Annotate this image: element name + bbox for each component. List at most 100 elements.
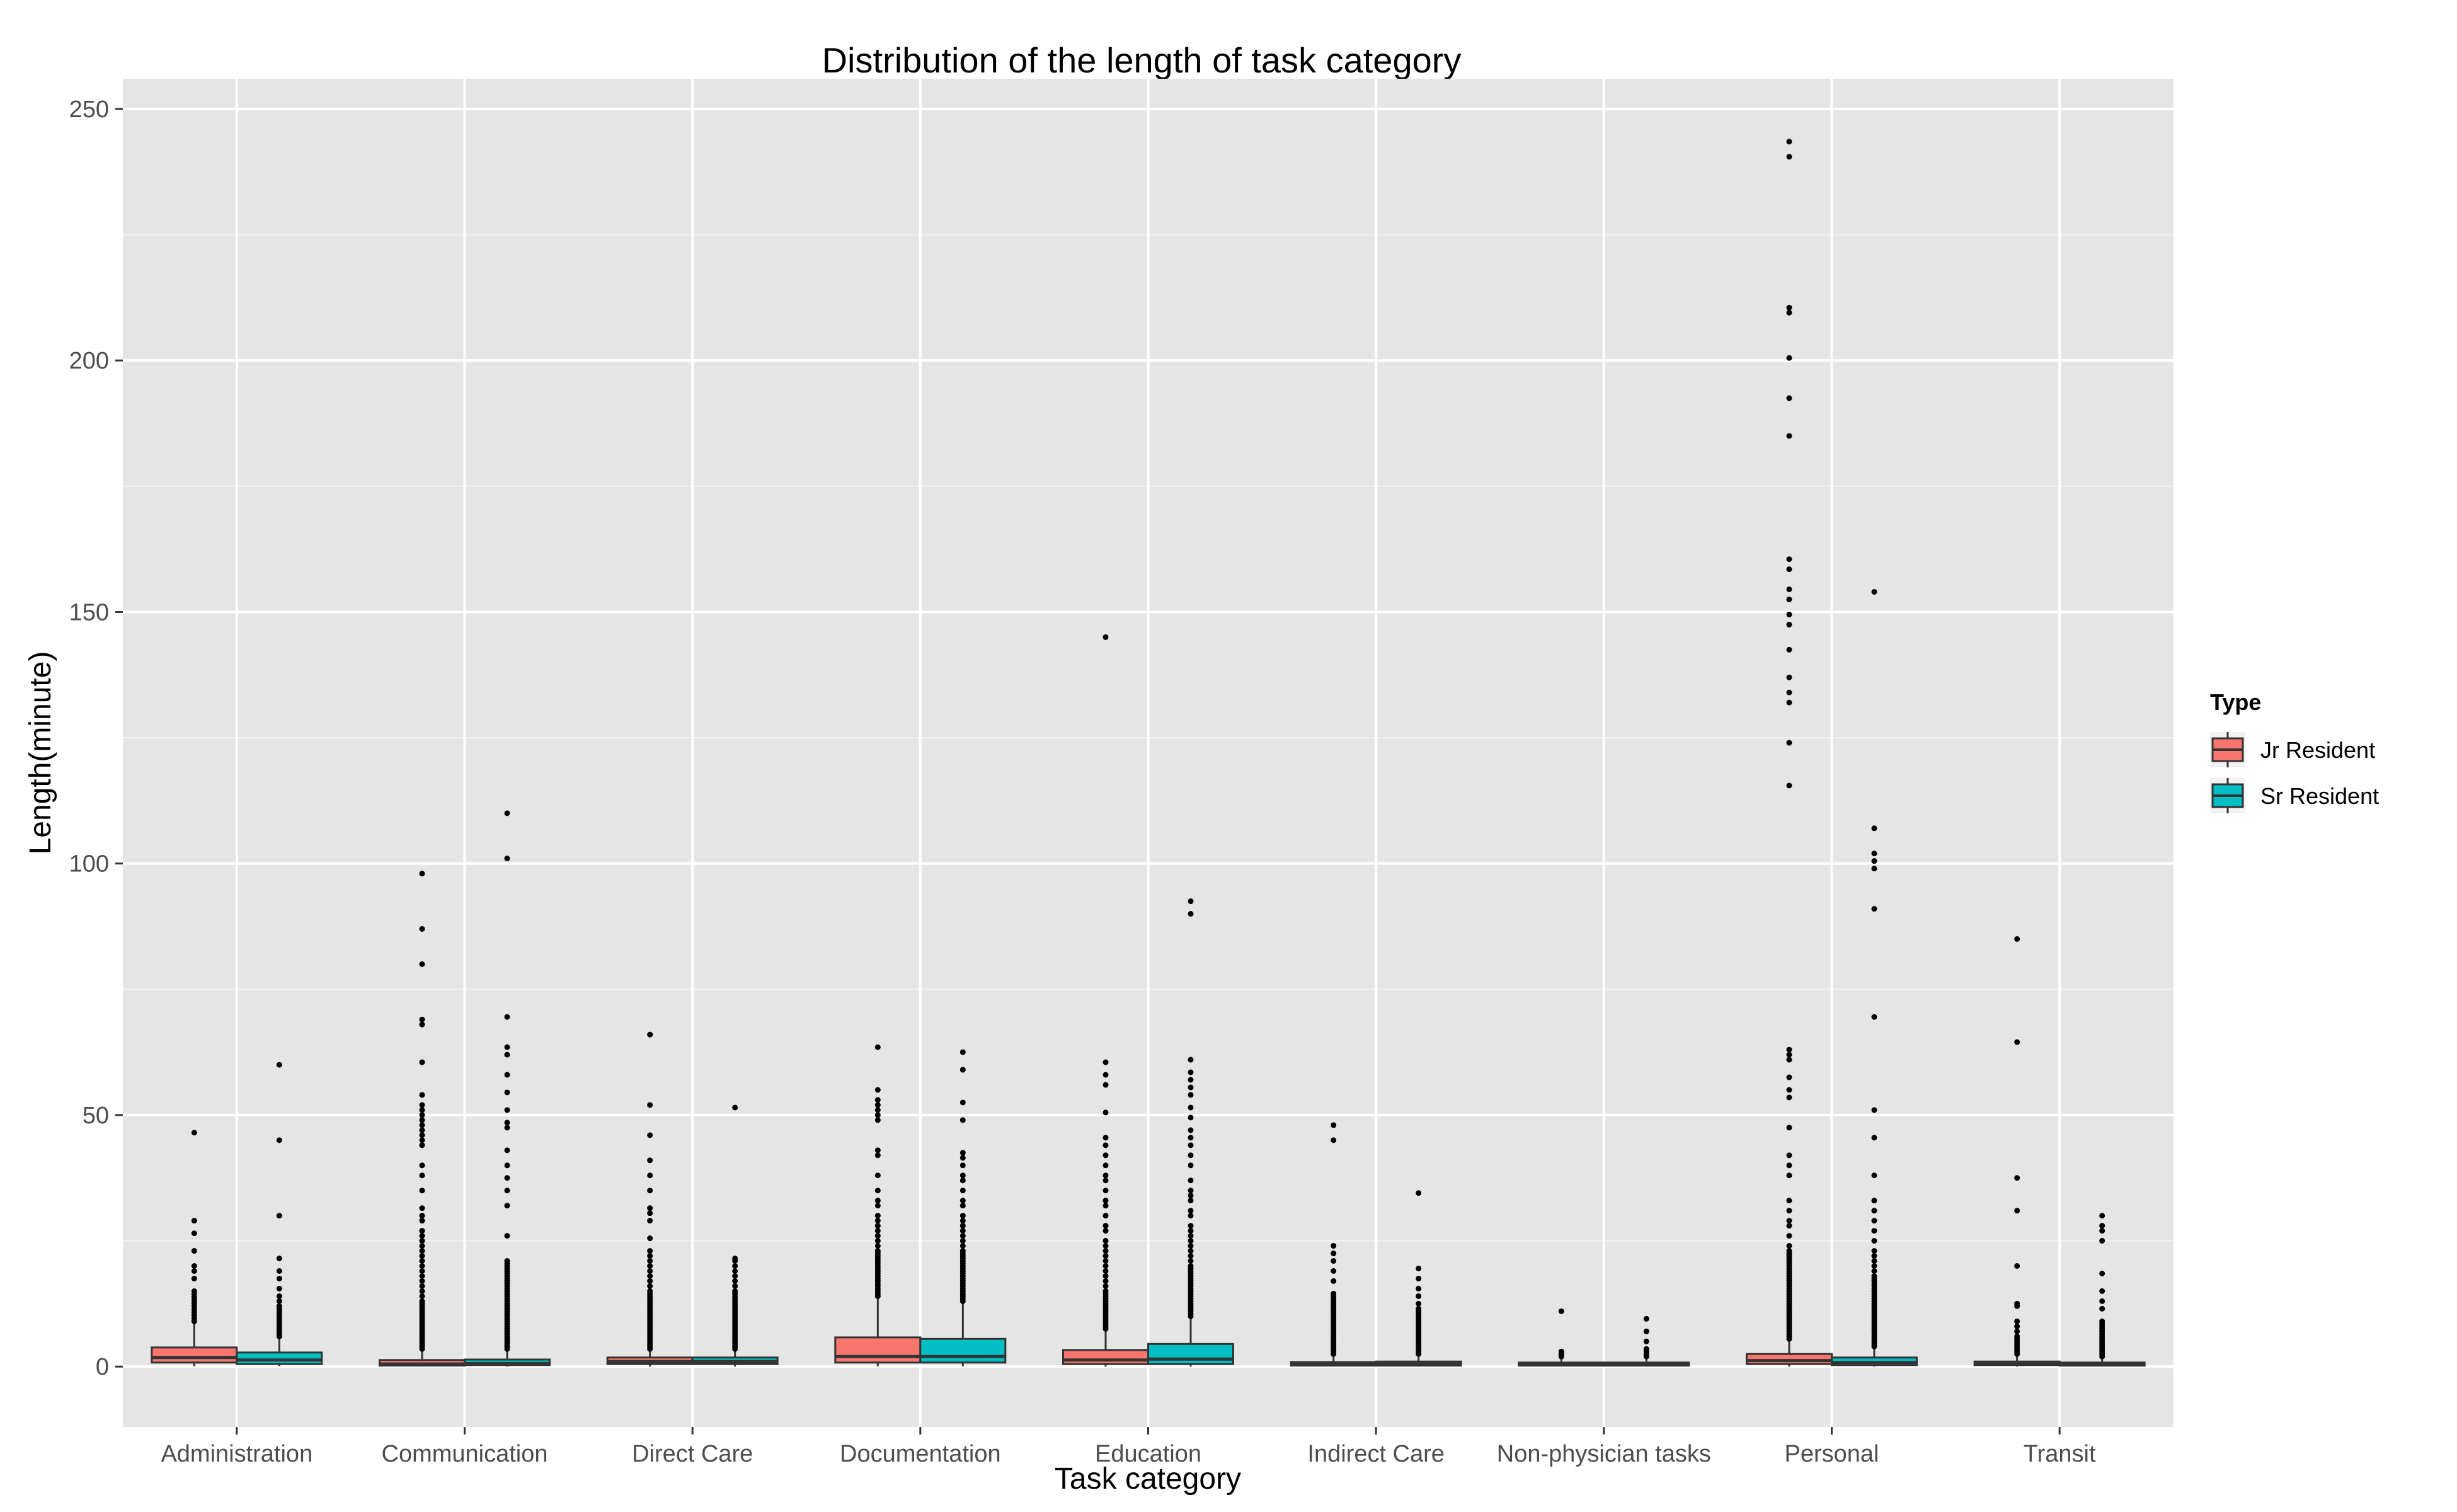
- outlier-point: [2099, 1288, 2105, 1294]
- outlier-point: [1102, 1213, 1109, 1219]
- outlier-point: [419, 1288, 425, 1294]
- outlier-point: [504, 1120, 510, 1126]
- outlier-point: [1643, 1338, 1649, 1344]
- outlier-point: [419, 1257, 425, 1264]
- outlier-point: [1558, 1308, 1564, 1314]
- outlier-point: [2099, 1298, 2105, 1304]
- outlier-point: [191, 1268, 197, 1274]
- outlier-point: [2099, 1270, 2105, 1276]
- box-group: [2058, 1213, 2146, 1367]
- legend: Type Jr Resident Sr Resident: [2210, 689, 2379, 813]
- outlier-point: [874, 1228, 881, 1234]
- legend-label: Jr Resident: [2260, 737, 2375, 763]
- outlier-point: [959, 1238, 966, 1244]
- outlier-point: [504, 1072, 510, 1078]
- outlier-point: [1102, 1109, 1109, 1116]
- box-body: [1062, 1349, 1149, 1365]
- outlier-point: [959, 1177, 966, 1184]
- outlier-point: [1558, 1348, 1564, 1354]
- outlier-point: [1188, 898, 1194, 905]
- outlier-point: [191, 1288, 197, 1294]
- outlier-point: [276, 1298, 282, 1304]
- outlier-point: [1188, 1152, 1194, 1159]
- outlier-point: [1416, 1265, 1422, 1271]
- outlier-point: [874, 1087, 881, 1093]
- outlier-point: [504, 1147, 510, 1154]
- outlier-point: [1102, 1248, 1109, 1254]
- outlier-point: [1871, 1253, 1877, 1259]
- box-group: [1603, 1315, 1690, 1367]
- outlier-point: [1786, 740, 1792, 746]
- outlier-point: [419, 1059, 425, 1065]
- outlier-point: [874, 1112, 881, 1118]
- outlier-point: [1188, 1114, 1194, 1121]
- outlier-point: [1786, 1162, 1792, 1169]
- outlier-point: [419, 1268, 425, 1274]
- outlier-point: [419, 1283, 425, 1289]
- y-tick-label: 50: [83, 1102, 109, 1129]
- box-group: [1062, 634, 1149, 1367]
- outlier-point: [959, 1172, 966, 1179]
- y-tick-label: 200: [69, 348, 109, 374]
- outlier-point: [1102, 1263, 1109, 1269]
- box-body: [236, 1351, 323, 1365]
- box-group: [919, 1049, 1007, 1366]
- outlier-point: [191, 1263, 197, 1269]
- outlier-point: [647, 1263, 653, 1269]
- outlier-point: [1786, 309, 1792, 316]
- box-group: [1831, 588, 1918, 1367]
- outlier-point: [647, 1172, 653, 1179]
- outlier-point: [2099, 1213, 2105, 1219]
- outlier-point: [504, 1125, 510, 1131]
- x-tick-label: Personal: [1785, 1441, 1879, 1467]
- outlier-point: [1871, 1208, 1877, 1214]
- outlier-point: [1188, 1208, 1194, 1214]
- outlier-point: [1188, 1248, 1194, 1254]
- outlier-point: [2099, 1228, 2105, 1234]
- outlier-point: [874, 1117, 881, 1123]
- outlier-point: [1786, 1074, 1792, 1080]
- outlier-point: [1188, 1084, 1194, 1091]
- outlier-point: [1188, 1243, 1194, 1249]
- outlier-point: [1786, 596, 1792, 602]
- outlier-point: [1786, 395, 1792, 401]
- outlier-point: [874, 1223, 881, 1229]
- outlier-point: [647, 1248, 653, 1254]
- outlier-point: [419, 1278, 425, 1284]
- outlier-point: [1786, 674, 1792, 680]
- outlier-point: [419, 1117, 425, 1123]
- outlier-point: [647, 1157, 653, 1164]
- outlier-point: [2014, 1300, 2020, 1307]
- outlier-point: [1331, 1251, 1337, 1257]
- outlier-point: [504, 1175, 510, 1181]
- outlier-point: [419, 1137, 425, 1143]
- y-tick-label: 100: [69, 851, 109, 878]
- box-group: [464, 810, 551, 1367]
- outlier-point: [647, 1188, 653, 1194]
- outlier-point: [419, 1293, 425, 1299]
- outlier-point: [732, 1256, 738, 1261]
- outlier-point: [874, 1248, 881, 1254]
- outlier-point: [1786, 1051, 1792, 1058]
- outlier-point: [419, 1228, 425, 1234]
- outlier-point: [1331, 1122, 1337, 1128]
- x-tick-label: Administration: [161, 1441, 312, 1467]
- outlier-point: [1102, 1238, 1109, 1244]
- outlier-point: [1102, 1253, 1109, 1259]
- outlier-point: [419, 925, 425, 932]
- outlier-point: [419, 1273, 425, 1279]
- outlier-point: [1786, 1198, 1792, 1204]
- outlier-point: [419, 1253, 425, 1259]
- outlier-point: [1188, 1228, 1194, 1234]
- outlier-point: [1102, 1223, 1109, 1229]
- outlier-point: [419, 1238, 425, 1244]
- outlier-point: [1188, 1188, 1194, 1194]
- outlier-point: [419, 1021, 425, 1028]
- box-group: [834, 1044, 922, 1366]
- x-axis-title: Task category: [1055, 1462, 1241, 1496]
- outlier-point: [419, 1205, 425, 1211]
- outlier-point: [504, 1107, 510, 1113]
- outlier-point: [1871, 1257, 1877, 1264]
- outlier-point: [647, 1283, 653, 1289]
- outlier-point: [419, 1188, 425, 1194]
